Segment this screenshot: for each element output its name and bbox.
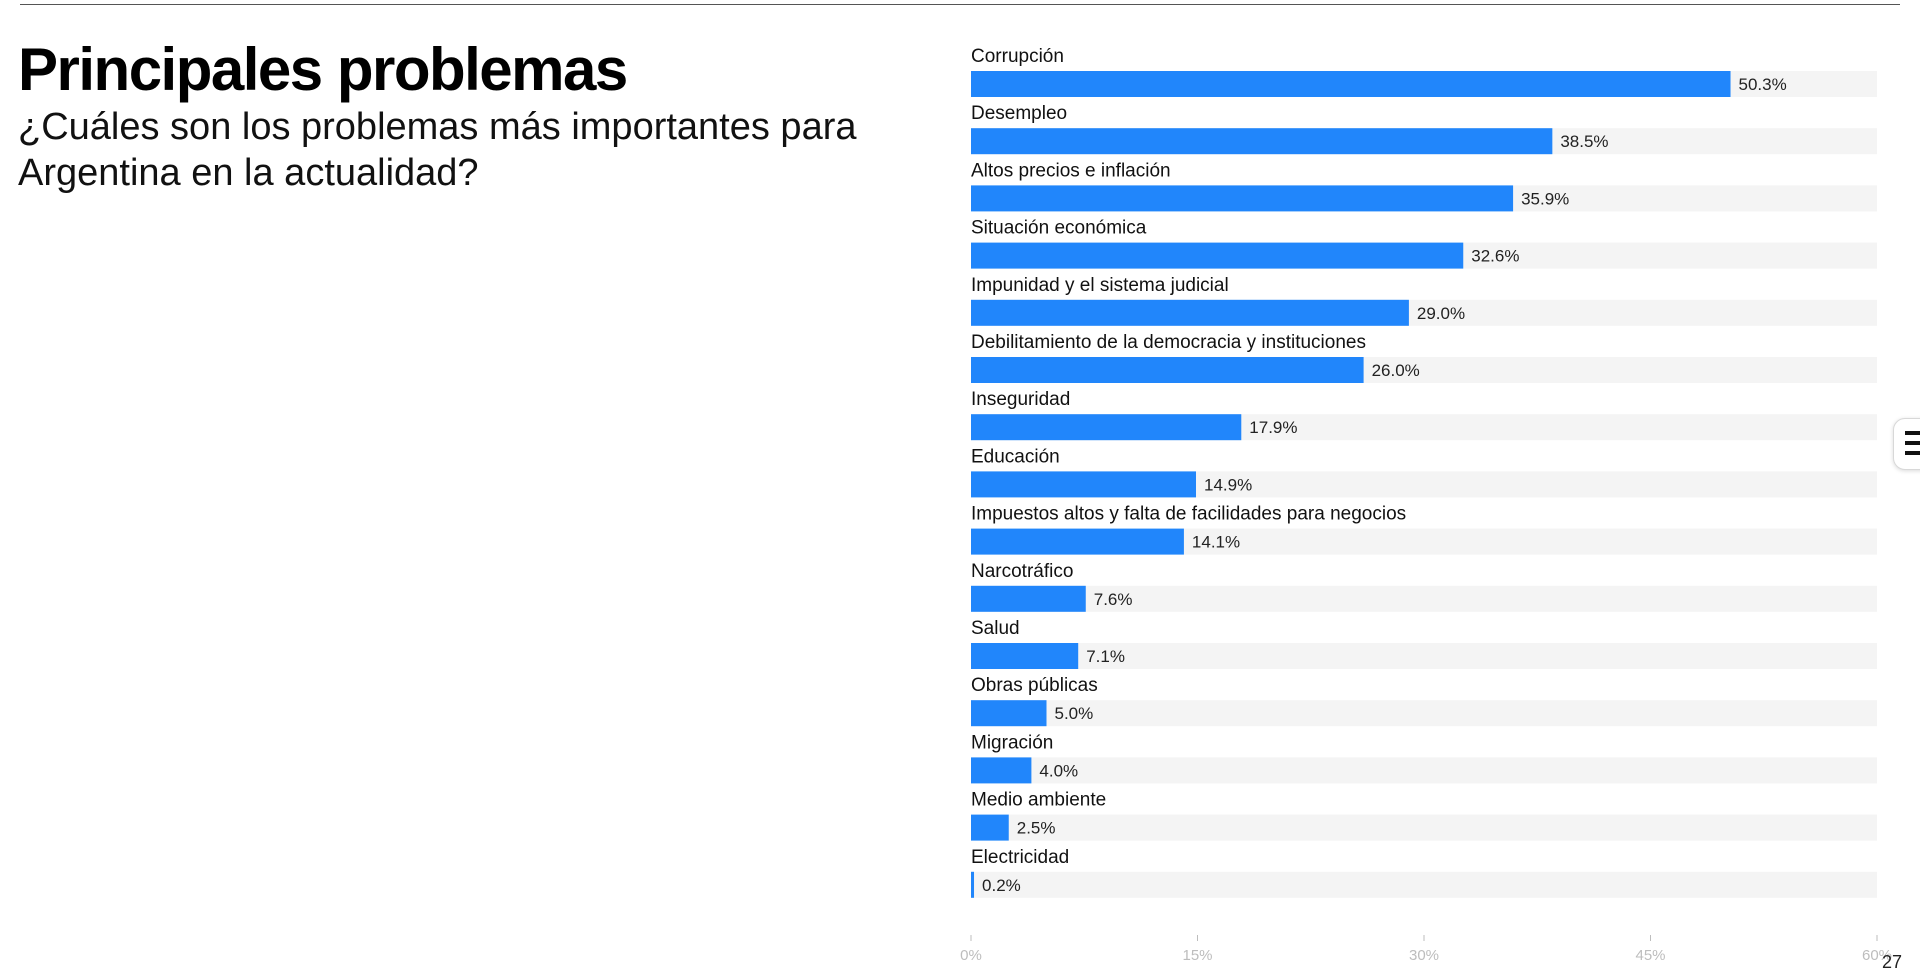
bar [971,471,1196,498]
bar [971,357,1364,383]
page-subtitle: ¿Cuáles son los problemas más importante… [18,106,857,194]
data-label: 2.5% [1017,819,1056,838]
category-label: Altos precios e inflación [971,160,1171,181]
bar [971,71,1731,97]
bar-track [971,643,1877,669]
bar-track [971,585,1877,612]
tick-label: 45% [1635,947,1665,964]
menu-icon[interactable] [1893,418,1920,470]
category-label: Educación [971,446,1060,467]
page-number: 27 [1881,952,1902,972]
bar [971,871,975,898]
bar [971,299,1409,326]
category-label: Salud [971,618,1020,639]
category-label: Electricidad [971,847,1069,868]
data-label: 14.1% [1192,533,1240,552]
category-label: Situación económica [971,218,1147,239]
bar-track [971,757,1877,784]
bar-track [971,871,1877,898]
category-label: Debilitamiento de la democracia y instit… [971,332,1366,353]
category-label: Obras públicas [971,675,1098,696]
tick-label: 15% [1182,947,1212,964]
bar [971,814,1009,841]
data-label: 38.5% [1560,132,1608,151]
bar [971,700,1047,727]
bar [971,757,1032,784]
bar-track [971,700,1877,727]
category-label: Narcotráfico [971,561,1073,582]
data-label: 32.6% [1471,247,1519,266]
category-label: Medio ambiente [971,790,1106,811]
data-label: 7.6% [1094,590,1133,609]
category-label: Desempleo [971,103,1067,124]
category-label: Corrupción [971,46,1064,67]
data-label: 29.0% [1417,304,1465,323]
bar [971,128,1553,155]
tick-label: 60% [1862,947,1892,964]
bar [971,585,1086,612]
tick-label: 0% [960,947,982,964]
data-label: 35.9% [1521,189,1569,208]
bar [971,528,1184,555]
data-label: 4.0% [1039,761,1078,780]
tick-label: 30% [1409,947,1439,964]
bar [971,185,1514,212]
category-label: Inseguridad [971,389,1070,410]
data-label: 0.2% [982,876,1021,895]
bar-track [971,814,1877,841]
data-label: 50.3% [1739,75,1787,94]
category-label: Impunidad y el sistema judicial [971,275,1229,296]
data-label: 7.1% [1086,647,1125,666]
data-label: 26.0% [1372,361,1420,380]
top-divider [20,4,1900,5]
bar [971,242,1464,269]
data-label: 17.9% [1249,418,1297,437]
bar [971,643,1079,669]
category-label: Impuestos altos y falta de facilidades p… [971,504,1406,525]
data-label: 5.0% [1055,704,1094,723]
page-title: Principales problemas [18,36,628,103]
data-label: 14.9% [1204,475,1252,494]
bar [971,414,1242,441]
category-label: Migración [971,732,1053,753]
